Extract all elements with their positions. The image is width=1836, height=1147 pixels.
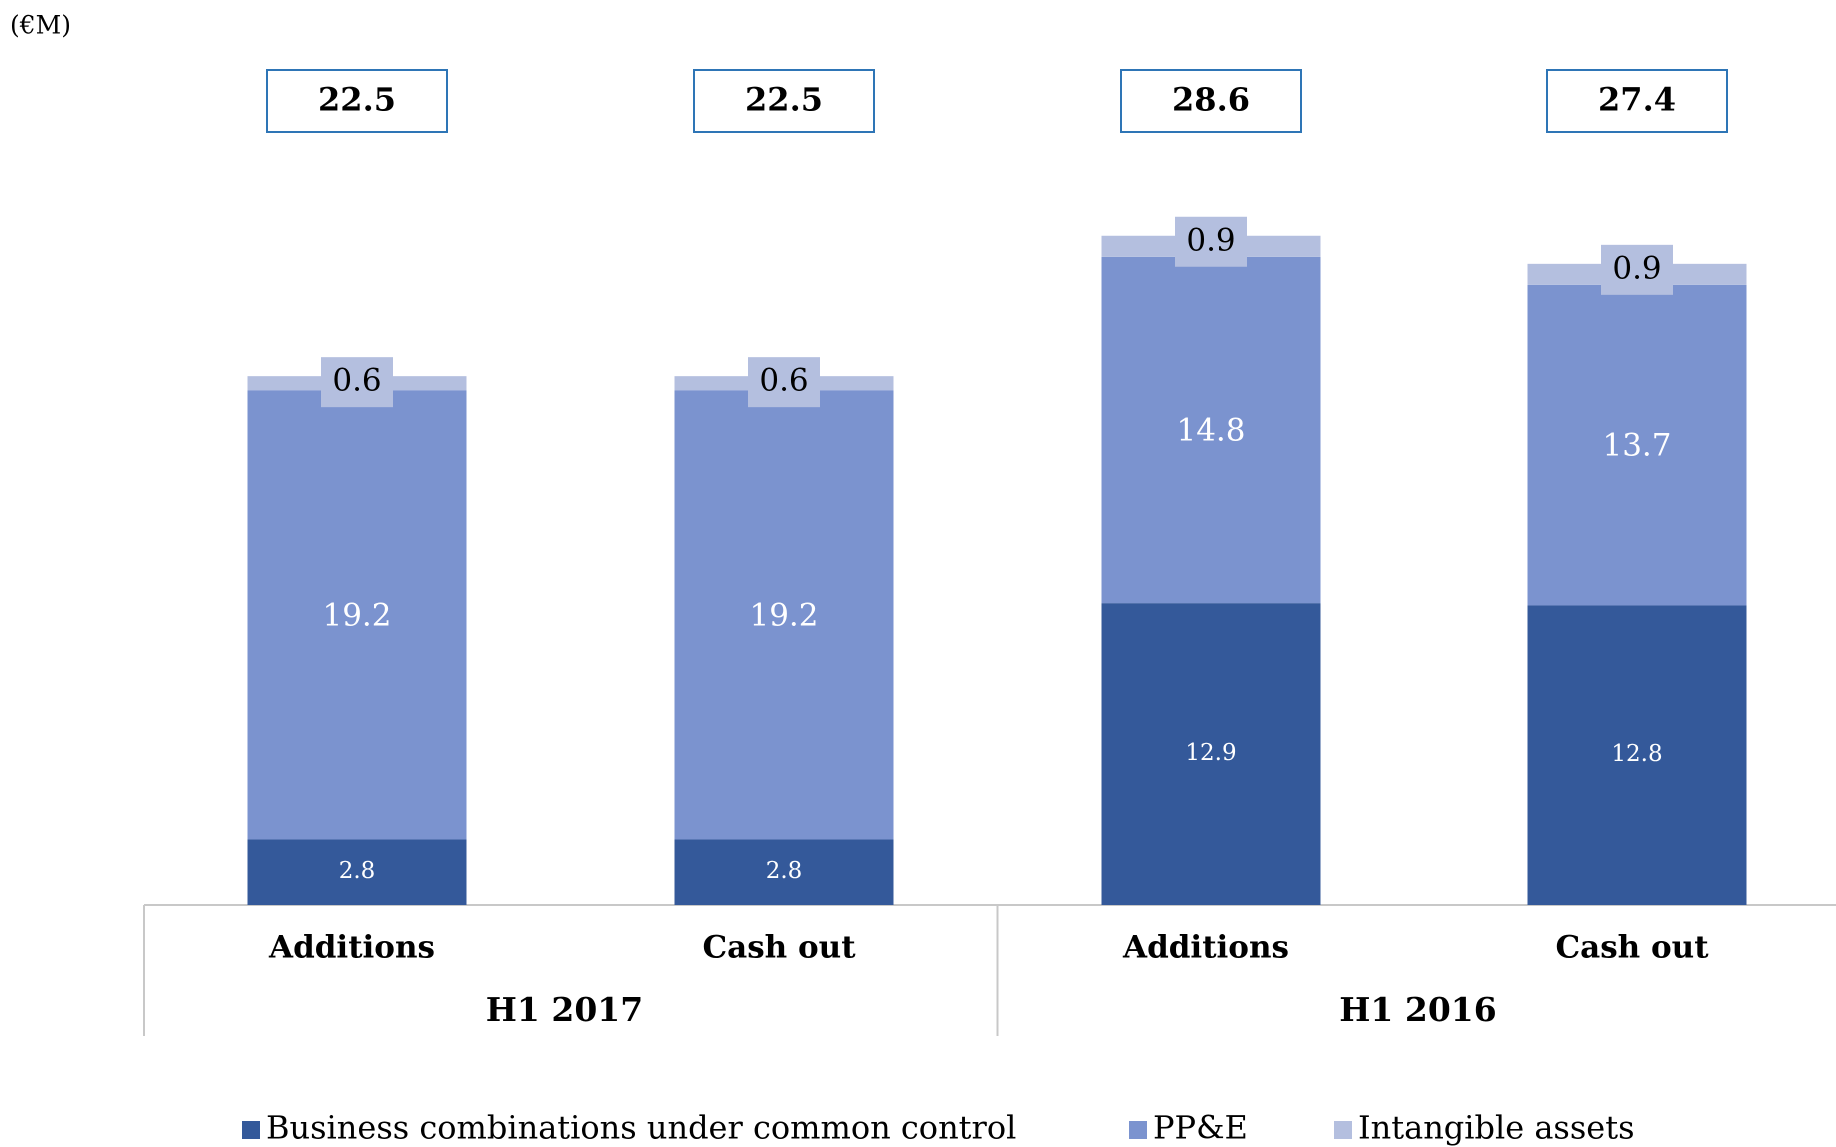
total-box: [1120, 69, 1302, 133]
data-label: 0.6: [332, 363, 381, 399]
bar-segment: [1527, 605, 1747, 905]
data-label: 2.8: [339, 858, 376, 884]
x-tick-label: Additions: [1122, 930, 1289, 966]
data-label: 12.8: [1611, 741, 1662, 767]
bar-segment: [1101, 603, 1321, 905]
total-label: 27.4: [1598, 81, 1676, 119]
data-label: 12.9: [1185, 740, 1236, 766]
data-label-box: [1601, 244, 1673, 295]
bar-segment: [674, 390, 894, 840]
data-label-box: [1175, 216, 1247, 267]
total-box: [266, 69, 448, 133]
data-label: 19.2: [749, 597, 818, 633]
data-label: 19.2: [322, 597, 391, 633]
data-label: 0.9: [1612, 250, 1661, 286]
unit-label: (€M): [10, 11, 71, 40]
total-label: 22.5: [318, 81, 396, 119]
legend-label: Business combinations under common contr…: [266, 1109, 1016, 1147]
group-label: H1 2017: [486, 990, 643, 1029]
data-label: 2.8: [766, 858, 803, 884]
x-tick-label: Cash out: [702, 930, 856, 966]
x-tick-label: Cash out: [1555, 930, 1709, 966]
total-label: 28.6: [1172, 81, 1250, 119]
legend-swatch: [1129, 1121, 1147, 1139]
group-label: H1 2016: [1339, 990, 1496, 1029]
data-label-box: [748, 357, 820, 408]
bar-segment: [1527, 284, 1747, 606]
bar-segment: [1101, 256, 1321, 604]
bar-segment: [247, 839, 467, 905]
x-tick-label: Additions: [268, 930, 435, 966]
data-label-box: [321, 357, 393, 408]
data-label: 13.7: [1602, 428, 1671, 464]
total-box: [693, 69, 875, 133]
legend-swatch: [242, 1121, 260, 1139]
total-box: [1546, 69, 1728, 133]
data-label: 14.8: [1176, 412, 1245, 448]
bar-segment: [247, 390, 467, 840]
total-label: 22.5: [745, 81, 823, 119]
legend-label: Intangible assets: [1358, 1109, 1634, 1147]
data-label: 0.6: [759, 363, 808, 399]
legend-swatch: [1334, 1121, 1352, 1139]
data-label: 0.9: [1186, 222, 1235, 258]
legend-label: PP&E: [1153, 1109, 1248, 1147]
bar-segment: [674, 839, 894, 905]
